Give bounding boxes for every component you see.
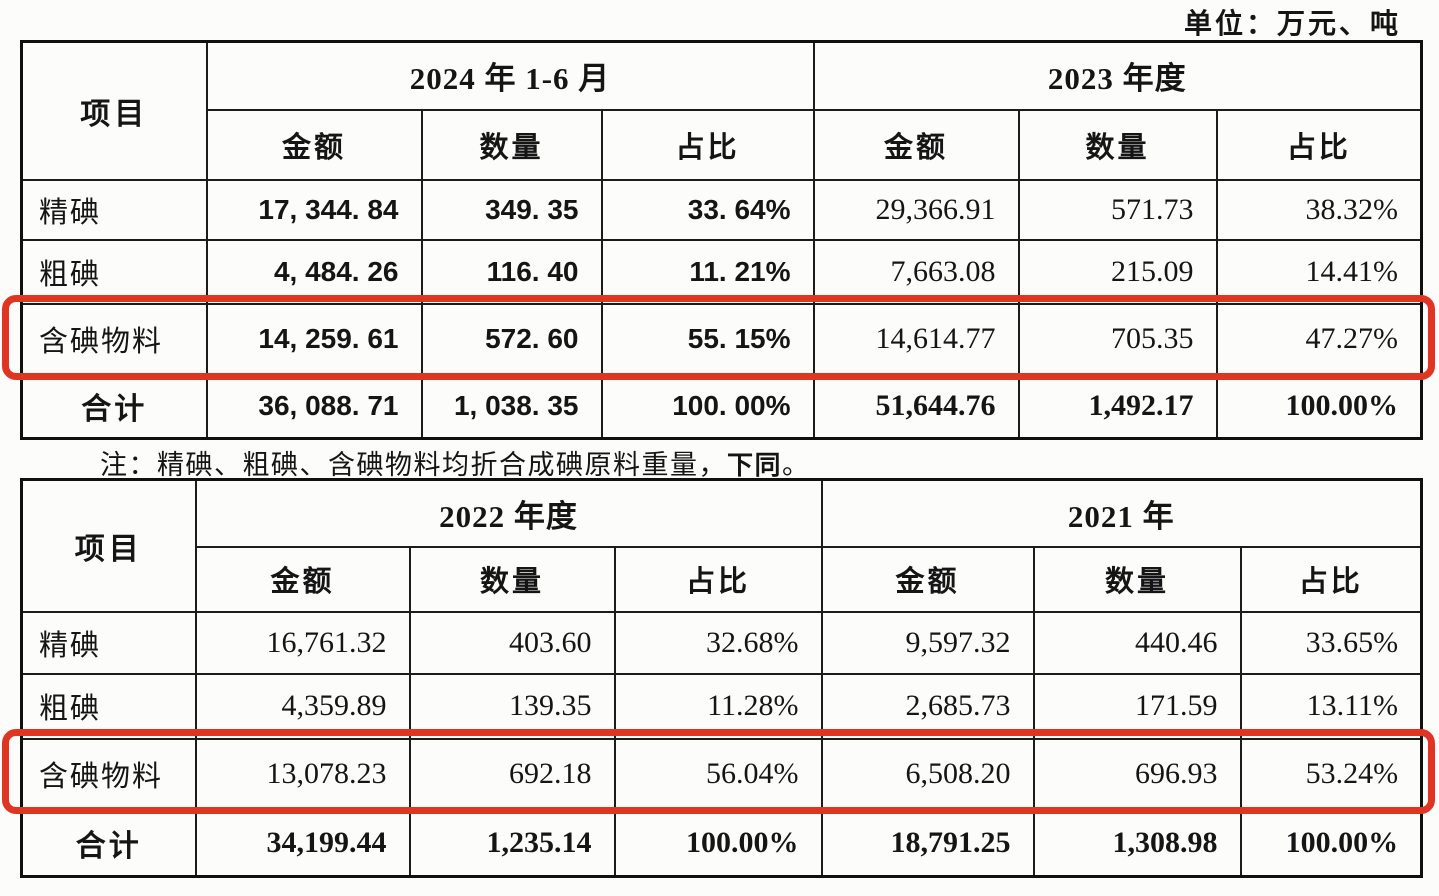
quantity-cell: 440.46 (1032, 610, 1242, 675)
share-header: 占比 (600, 108, 815, 181)
share-cell: 53.24% (1239, 737, 1423, 811)
quantity-cell: 1,492.17 (1017, 372, 1218, 440)
table-row-total: 合计 34,199.44 1,235.14 100.00% 18,791.25 … (20, 808, 1423, 878)
amount-cell: 18,791.25 (820, 808, 1035, 878)
row-label: 精碘 (20, 610, 197, 675)
period-header-row: 项目 2024 年 1-6 月 2023 年度 (20, 40, 1423, 181)
share-cell: 100. 00% (600, 372, 815, 440)
quantity-cell: 692.18 (408, 737, 616, 811)
period-header-2021: 2021 年 (820, 478, 1423, 548)
share-cell: 33.65% (1239, 610, 1423, 675)
share-cell: 32.68% (613, 610, 823, 675)
quantity-cell: 349. 35 (420, 178, 603, 241)
table-row-refined-iodine: 精碘 17, 344. 84 349. 35 33. 64% 29,366.91… (20, 178, 1423, 241)
share-header: 占比 (1239, 545, 1423, 613)
quantity-cell: 1,235.14 (408, 808, 616, 878)
quantity-cell: 696.93 (1032, 737, 1242, 811)
amount-cell: 51,644.76 (812, 372, 1020, 440)
amount-cell: 4, 484. 26 (205, 238, 423, 305)
quantity-cell: 571.73 (1017, 178, 1218, 241)
amount-cell: 17, 344. 84 (205, 178, 423, 241)
share-header: 占比 (613, 545, 823, 613)
column-header-row: 金额 数量 占比 金额 数量 占比 (22, 108, 1423, 181)
footnote-text: 注：精碘、粗碘、含碘物料均折合成碘原料重量， (100, 450, 727, 480)
share-cell: 100.00% (613, 808, 823, 878)
share-cell: 38.32% (1215, 178, 1423, 241)
amount-cell: 6,508.20 (820, 737, 1035, 811)
row-label: 含碘物料 (20, 737, 197, 811)
table-row-iodine-materials-highlighted: 含碘物料 14, 259. 61 572. 60 55. 15% 14,614.… (20, 302, 1423, 375)
row-label: 含碘物料 (20, 302, 208, 375)
quantity-cell: 139.35 (408, 672, 616, 740)
amount-cell: 34,199.44 (194, 808, 411, 878)
quantity-cell: 705.35 (1017, 302, 1218, 375)
share-cell: 13.11% (1239, 672, 1423, 740)
amount-header: 金额 (812, 108, 1020, 181)
share-cell: 33. 64% (600, 178, 815, 241)
quantity-header: 数量 (420, 108, 603, 181)
row-label: 精碘 (20, 178, 208, 241)
period-header-2024h1: 2024 年 1-6 月 (205, 40, 815, 111)
period-header-2022: 2022 年度 (194, 478, 823, 548)
table-row-total: 合计 36, 088. 71 1, 038. 35 100. 00% 51,64… (20, 372, 1423, 440)
share-header: 占比 (1215, 108, 1423, 181)
share-cell: 14.41% (1215, 238, 1423, 305)
table-row-crude-iodine: 粗碘 4,359.89 139.35 11.28% 2,685.73 171.5… (20, 672, 1423, 740)
quantity-cell: 403.60 (408, 610, 616, 675)
period-header-2023: 2023 年度 (812, 40, 1423, 111)
quantity-cell: 572. 60 (420, 302, 603, 375)
quantity-cell: 215.09 (1017, 238, 1218, 305)
footnote-period: 。 (782, 450, 811, 480)
quantity-cell: 1,308.98 (1032, 808, 1242, 878)
row-label-total: 合计 (20, 808, 197, 878)
quantity-cell: 1, 038. 35 (420, 372, 603, 440)
footnote: 注：精碘、粗碘、含碘物料均折合成碘原料重量，下同。 (100, 443, 811, 482)
column-header-row: 金额 数量 占比 金额 数量 占比 (22, 545, 1423, 613)
amount-cell: 36, 088. 71 (205, 372, 423, 440)
table-row-crude-iodine: 粗碘 4, 484. 26 116. 40 11. 21% 7,663.08 2… (20, 238, 1423, 305)
table-row-iodine-materials-highlighted: 含碘物料 13,078.23 692.18 56.04% 6,508.20 69… (20, 737, 1423, 811)
row-label: 粗碘 (20, 238, 208, 305)
row-label-total: 合计 (20, 372, 208, 440)
amount-cell: 14, 259. 61 (205, 302, 423, 375)
share-cell: 11. 21% (600, 238, 815, 305)
share-cell: 47.27% (1215, 302, 1423, 375)
period-header-row: 项目 2022 年度 2021 年 (20, 478, 1423, 613)
quantity-header: 数量 (408, 545, 616, 613)
amount-cell: 29,366.91 (812, 178, 1020, 241)
amount-cell: 2,685.73 (820, 672, 1035, 740)
amount-header: 金额 (194, 545, 411, 613)
item-column-header: 项目 (20, 40, 208, 181)
share-cell: 56.04% (613, 737, 823, 811)
share-cell: 100.00% (1239, 808, 1423, 878)
quantity-cell: 116. 40 (420, 238, 603, 305)
amount-cell: 14,614.77 (812, 302, 1020, 375)
share-cell: 55. 15% (600, 302, 815, 375)
amount-header: 金额 (820, 545, 1035, 613)
amount-cell: 9,597.32 (820, 610, 1035, 675)
item-column-header: 项目 (20, 478, 197, 613)
table-row-refined-iodine: 精碘 16,761.32 403.60 32.68% 9,597.32 440.… (20, 610, 1423, 675)
quantity-header: 数量 (1017, 108, 1218, 181)
unit-label: 单位：万元、吨 (1183, 9, 1401, 40)
row-label: 粗碘 (20, 672, 197, 740)
footnote-bold-text: 下同 (727, 450, 783, 480)
amount-cell: 13,078.23 (194, 737, 411, 811)
amount-cell: 16,761.32 (194, 610, 411, 675)
sales-table-2024-2023: 项目 2024 年 1-6 月 2023 年度 金额 数量 占比 金额 数量 占… (20, 40, 1424, 440)
share-cell: 11.28% (613, 672, 823, 740)
amount-cell: 4,359.89 (194, 672, 411, 740)
amount-cell: 7,663.08 (812, 238, 1020, 305)
quantity-header: 数量 (1032, 545, 1242, 613)
sales-table-2022-2021: 项目 2022 年度 2021 年 金额 数量 占比 金额 数量 占比 精碘 1… (20, 478, 1424, 878)
quantity-cell: 171.59 (1032, 672, 1242, 740)
amount-header: 金额 (205, 108, 423, 181)
share-cell: 100.00% (1215, 372, 1423, 440)
